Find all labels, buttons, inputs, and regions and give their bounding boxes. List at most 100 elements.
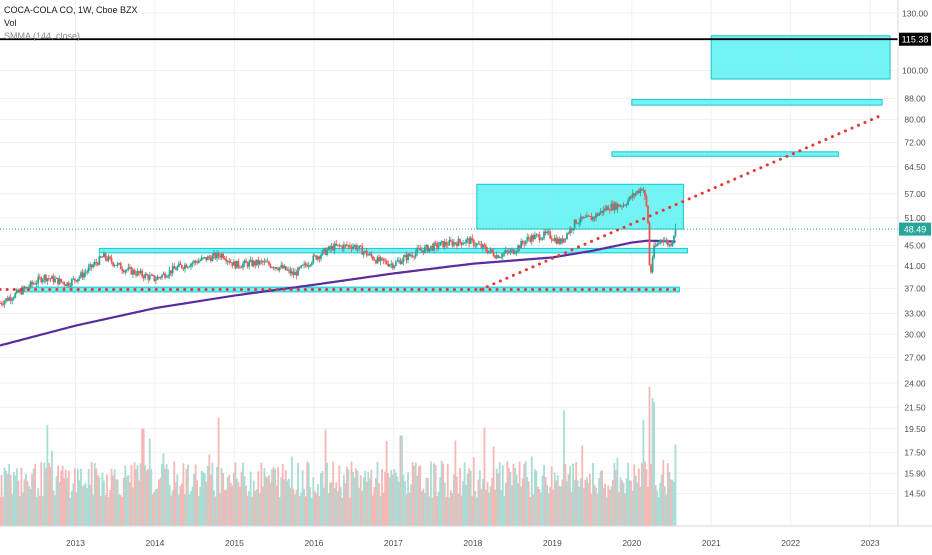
- volume-bar: [304, 496, 307, 526]
- candle-body: [307, 265, 310, 267]
- candle-body: [219, 256, 221, 258]
- volume-bar: [428, 496, 431, 526]
- candle-body: [478, 243, 481, 245]
- volume-bar: [171, 490, 174, 526]
- volume-bar: [413, 466, 416, 526]
- candle-body: [445, 241, 448, 245]
- volume-bar: [602, 487, 605, 526]
- volume-bar: [271, 469, 273, 526]
- volume-bar: [55, 476, 58, 526]
- volume-bar: [515, 474, 518, 526]
- volume-bar: [475, 497, 478, 526]
- volume-bar: [260, 462, 263, 526]
- volume-bar: [512, 463, 515, 526]
- candle-body: [384, 260, 387, 262]
- volume-bar: [524, 461, 527, 526]
- time-tick-label: 2021: [702, 538, 721, 548]
- zone-box-3[interactable]: [611, 151, 839, 157]
- volume-bar: [628, 480, 631, 526]
- volume-bar: [619, 477, 622, 526]
- candle-body: [640, 188, 643, 191]
- trendline[interactable]: [479, 115, 880, 292]
- volume-bar: [72, 483, 75, 526]
- candle-body: [223, 258, 226, 260]
- candle-body: [449, 240, 452, 242]
- candle-body: [394, 261, 397, 266]
- volume-bar: [31, 474, 33, 526]
- sma-legend[interactable]: SMMA (144, close): [4, 31, 81, 41]
- candle-body: [90, 264, 93, 268]
- zone-box-5[interactable]: [98, 247, 688, 254]
- candle-body: [75, 280, 78, 282]
- candle-body: [413, 256, 416, 258]
- volume-bar: [98, 477, 101, 526]
- zone-box-4[interactable]: [476, 183, 684, 230]
- volume-bar: [624, 493, 626, 526]
- candle-body: [86, 271, 89, 273]
- time-axis-bg: [0, 526, 932, 550]
- candle-body: [284, 266, 287, 271]
- candle-body: [209, 257, 212, 262]
- symbol-legend[interactable]: COCA-COLA CO, 1W, Cboe BZX: [4, 5, 138, 15]
- volume-bar: [350, 461, 353, 526]
- candle-body: [70, 279, 73, 286]
- volume-bar: [283, 479, 286, 526]
- volume-bar: [206, 465, 209, 526]
- zone-box-2[interactable]: [631, 99, 883, 106]
- candle-body: [508, 251, 510, 253]
- volume-bar: [592, 462, 594, 526]
- volume-bar: [576, 480, 579, 526]
- volume-bar: [385, 440, 388, 526]
- volume-bar: [482, 478, 484, 526]
- zone-box-6[interactable]: [23, 286, 680, 293]
- candle-body: [38, 276, 41, 278]
- volume-bar: [86, 488, 89, 526]
- candle-body: [95, 262, 98, 264]
- volume-bar: [645, 469, 648, 526]
- candle-body: [567, 233, 570, 235]
- volume-bar: [610, 486, 613, 526]
- candle-body: [462, 243, 464, 245]
- price-tick-label: 14.50: [904, 489, 926, 499]
- candle-body: [228, 260, 231, 263]
- candle-body: [500, 256, 503, 258]
- zones[interactable]: [23, 35, 891, 293]
- volume-bar: [671, 479, 674, 526]
- candle-body: [457, 238, 460, 247]
- candle-body: [37, 276, 40, 284]
- candle-body: [255, 259, 258, 266]
- candle-body: [610, 203, 613, 211]
- volume-bar: [511, 485, 513, 526]
- candle-body: [141, 270, 144, 277]
- candle-body: [51, 276, 53, 279]
- candle-body: [156, 276, 159, 280]
- volume-legend[interactable]: Vol: [4, 18, 17, 28]
- candle-body: [459, 238, 461, 243]
- volume-bar: [281, 463, 284, 526]
- volume-bar: [313, 491, 316, 526]
- drawings[interactable]: [0, 38, 898, 292]
- candle-body: [78, 276, 81, 279]
- candle-body: [344, 244, 347, 246]
- volume-bar: [491, 477, 493, 526]
- volume-bar: [540, 492, 542, 526]
- volume-bar: [151, 494, 154, 526]
- volume-bar: [523, 464, 526, 526]
- candle-body: [168, 270, 171, 276]
- zone-box-1[interactable]: [710, 35, 891, 80]
- volume-bar: [488, 492, 490, 526]
- candle-body: [26, 286, 29, 288]
- volume-bar: [280, 477, 283, 526]
- candle-body: [442, 241, 445, 248]
- candle-body: [265, 261, 267, 263]
- volume-bar: [465, 484, 468, 526]
- volume-bar: [595, 487, 597, 526]
- price-tick-label: 41.00: [904, 261, 926, 271]
- volume-bar: [118, 494, 121, 526]
- volume-bar: [371, 495, 374, 526]
- volume-bar: [176, 474, 179, 526]
- candle-body: [139, 270, 142, 274]
- candle-body: [520, 241, 523, 249]
